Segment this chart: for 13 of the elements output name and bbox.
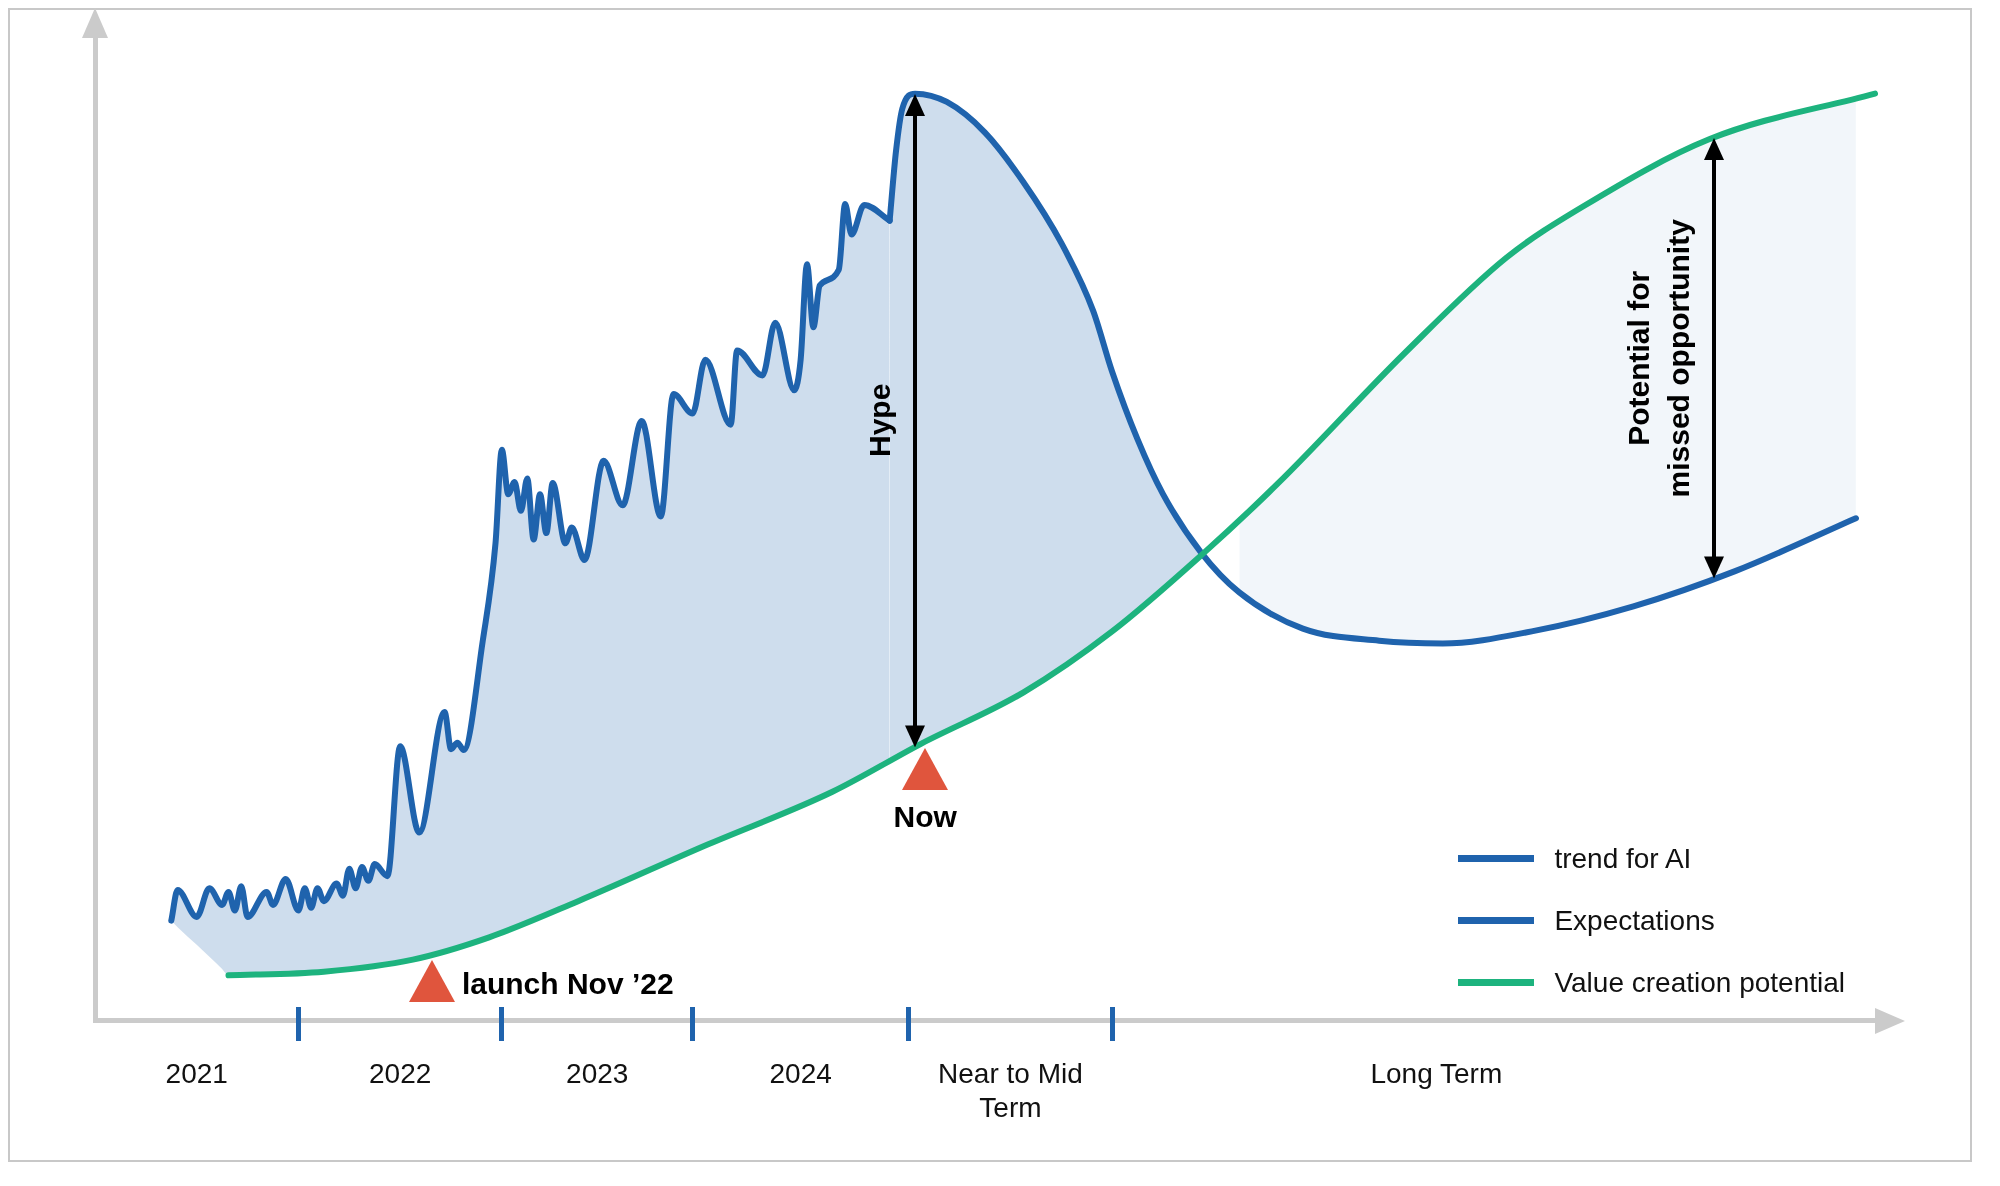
x-tick-label: Long Term (1370, 1058, 1503, 1090)
annotation: Hype (863, 383, 897, 457)
legend-label: Expectations (1554, 904, 1715, 937)
annotation: Now (893, 799, 958, 833)
x-tick-label: 2023 (566, 1058, 629, 1090)
annotation: Potential for missed opportunity (1621, 218, 1695, 498)
x-tick-label: 2022 (368, 1058, 432, 1090)
x-tick-label: 2024 (769, 1058, 832, 1090)
legend-label: Value creation potential (1554, 966, 1845, 999)
legend-label: trend for AI (1554, 842, 1692, 875)
x-tick-label: 2021 (165, 1058, 228, 1090)
annotation: launch Nov ’22 (461, 967, 674, 1001)
x-tick-label: Near to Mid Term (938, 1058, 1083, 1123)
